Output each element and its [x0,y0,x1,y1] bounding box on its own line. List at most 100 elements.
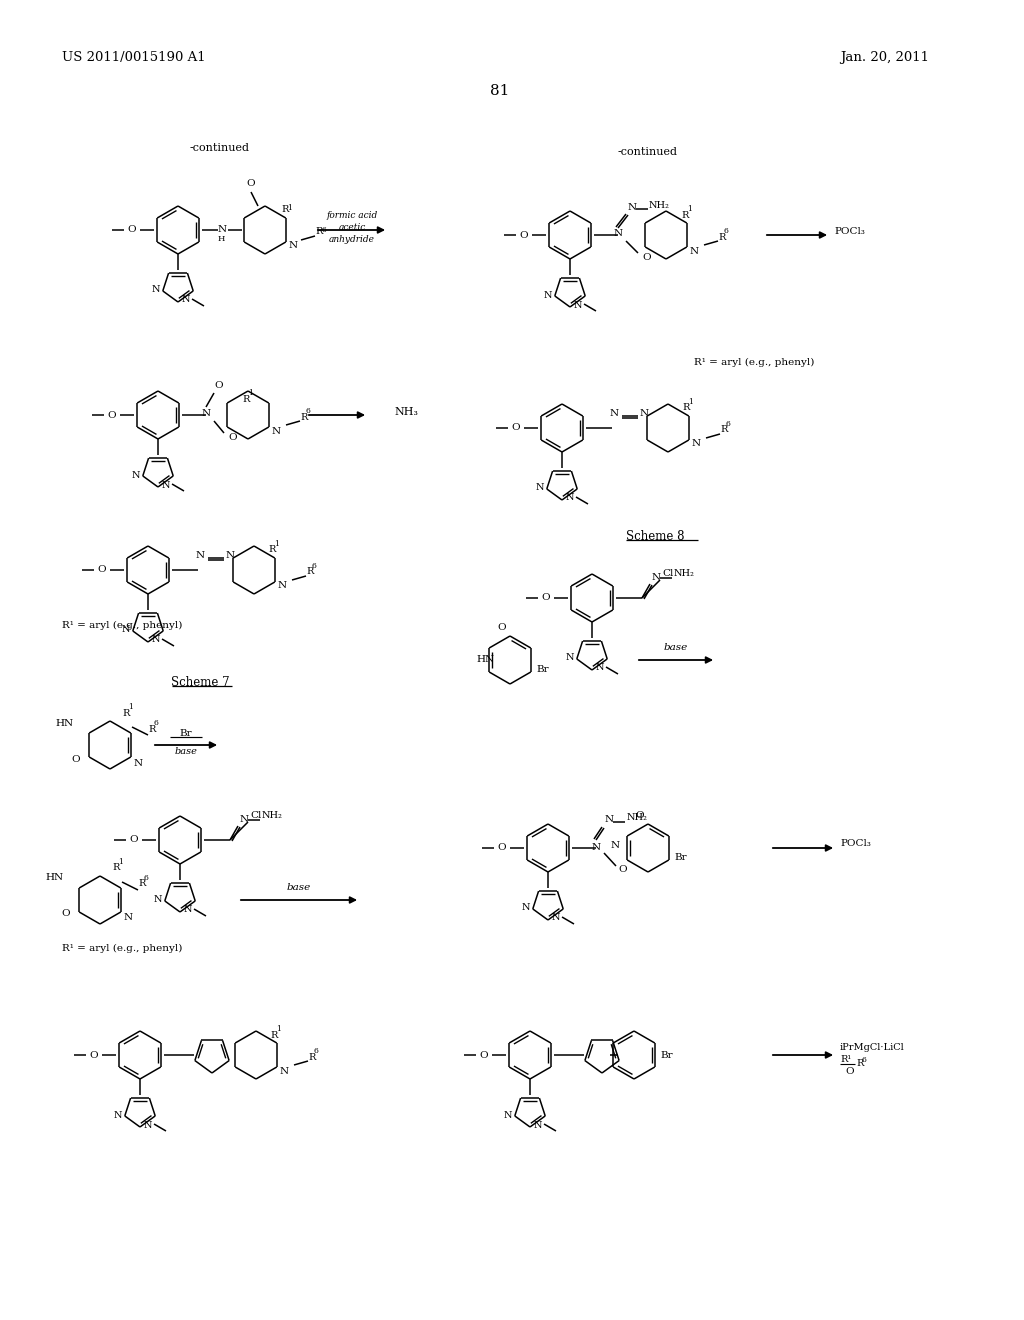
Text: Br: Br [674,854,687,862]
Text: R: R [281,206,289,214]
Text: R¹: R¹ [840,1056,851,1064]
Text: 6: 6 [314,1047,318,1055]
Text: O: O [247,180,255,189]
Text: N: N [240,814,249,824]
Text: O: O [642,252,650,261]
Text: O: O [636,812,644,821]
Text: N: N [605,816,614,825]
Text: N: N [144,1121,153,1130]
Text: O: O [520,231,528,239]
Text: Br: Br [179,729,193,738]
Text: Br: Br [660,1051,673,1060]
Text: O: O [846,1068,854,1077]
Text: 1: 1 [276,1026,281,1034]
Text: NH₂: NH₂ [627,813,648,822]
Text: 6: 6 [726,420,731,428]
Text: N: N [280,1067,289,1076]
Text: R: R [270,1031,278,1040]
Text: 6: 6 [306,407,311,414]
Text: N: N [692,440,701,449]
Text: N: N [536,483,544,492]
Text: H: H [218,235,225,243]
Text: 6: 6 [321,226,326,234]
Text: N: N [162,480,171,490]
Text: R: R [856,1060,863,1068]
Text: R: R [268,545,275,554]
Text: R: R [682,404,689,412]
Text: N: N [640,409,649,418]
Text: N: N [566,494,574,503]
Text: N: N [122,626,130,635]
Text: N: N [613,230,623,239]
Text: O: O [498,843,506,853]
Text: N: N [226,552,236,561]
Text: O: O [61,909,71,919]
Text: base: base [174,747,198,756]
Text: R: R [306,568,313,577]
Text: 6: 6 [862,1056,867,1064]
Text: 6: 6 [154,719,159,727]
Text: 1: 1 [287,205,292,213]
Text: R: R [112,863,120,873]
Text: R: R [242,395,250,404]
Text: Cl: Cl [250,812,261,821]
Text: R: R [138,879,145,888]
Text: Cl: Cl [662,569,674,578]
Text: N: N [552,913,560,923]
Text: N: N [289,242,298,251]
Text: 1: 1 [688,399,693,407]
Text: N: N [152,285,160,294]
Text: N: N [114,1110,122,1119]
Text: R¹ = aryl (e.g., phenyl): R¹ = aryl (e.g., phenyl) [62,944,182,953]
Text: base: base [664,644,688,652]
Text: Jan. 20, 2011: Jan. 20, 2011 [840,50,929,63]
Text: N: N [218,224,227,234]
Text: 6: 6 [312,562,316,570]
Text: O: O [108,411,117,420]
Text: N: N [196,552,205,561]
Text: N: N [182,296,190,305]
Text: 6: 6 [724,227,729,235]
Text: HN: HN [56,718,74,727]
Text: acetic: acetic [338,223,366,232]
Text: O: O [479,1051,488,1060]
Text: N: N [690,247,699,256]
Text: HN: HN [46,874,63,883]
Text: O: O [542,594,550,602]
Text: R: R [681,210,688,219]
Text: R: R [720,425,727,434]
Text: N: N [574,301,583,309]
Text: N: N [521,903,530,912]
Text: 1: 1 [248,389,253,397]
Text: -continued: -continued [618,147,678,157]
Text: N: N [504,1110,512,1119]
Text: O: O [498,623,506,632]
Text: N: N [596,664,604,672]
Text: O: O [618,866,627,874]
Text: O: O [214,380,222,389]
Text: O: O [512,424,520,433]
Text: POCl₃: POCl₃ [834,227,865,236]
Text: NH₂: NH₂ [262,812,283,821]
Text: formic acid: formic acid [327,211,378,220]
Text: 1: 1 [274,540,279,548]
Text: N: N [611,842,620,850]
Text: R¹ = aryl (e.g., phenyl): R¹ = aryl (e.g., phenyl) [694,358,814,367]
Text: N: N [544,290,552,300]
Text: 81: 81 [490,84,510,98]
Text: O: O [228,433,237,441]
Text: POCl₃: POCl₃ [840,840,870,849]
Text: O: O [72,755,80,763]
Text: US 2011/0015190 A1: US 2011/0015190 A1 [62,50,206,63]
Text: 1: 1 [128,704,133,711]
Text: N: N [134,759,143,767]
Text: N: N [278,582,287,590]
Text: N: N [154,895,162,904]
Text: Scheme 8: Scheme 8 [626,529,684,543]
Text: NH₃: NH₃ [394,407,418,417]
Text: N: N [131,470,140,479]
Text: N: N [152,635,161,644]
Text: O: O [97,565,106,574]
Text: N: N [565,653,574,663]
Text: Br: Br [536,665,549,675]
